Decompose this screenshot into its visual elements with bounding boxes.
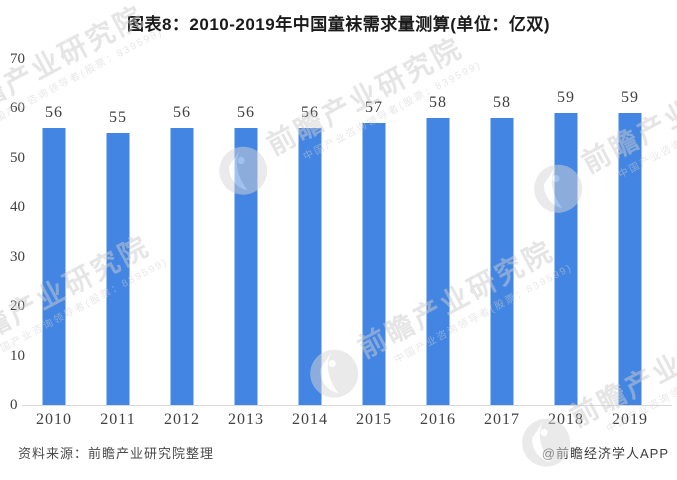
x-tick-label: 2014 — [292, 411, 328, 428]
chart-title: 图表8：2010-2019年中国童袜需求量测算(单位：亿双) — [126, 15, 551, 34]
y-tick-label: 0 — [10, 397, 18, 413]
x-tick-label: 2018 — [548, 411, 584, 428]
y-tick-label: 40 — [10, 199, 25, 216]
bar-value-label: 56 — [173, 104, 191, 122]
x-tick-label: 2011 — [100, 411, 136, 428]
app-credit: @前瞻经济学人APP — [541, 446, 669, 461]
bar-2017 — [490, 118, 514, 405]
bar-value-label: 56 — [237, 104, 255, 122]
y-tick-label: 30 — [10, 248, 25, 265]
x-tick-label: 2016 — [420, 411, 456, 428]
bar-value-label: 58 — [493, 94, 511, 112]
bar-2012 — [170, 128, 194, 405]
bar-value-label: 59 — [557, 89, 575, 107]
bar-2018 — [554, 113, 578, 405]
bar-value-label: 55 — [109, 109, 127, 127]
bar-cell: 58 — [470, 59, 534, 405]
y-tick-label: 10 — [10, 347, 25, 364]
x-axis-labels: 2010 2011 2012 2013 2014 2015 2016 2017 2018 2019 — [22, 411, 662, 429]
source-note: 资料来源：前瞻产业研究院整理 — [18, 446, 215, 461]
y-tick-label: 60 — [10, 100, 25, 117]
y-tick-label: 20 — [10, 298, 25, 315]
bar-2010 — [42, 128, 66, 405]
x-tick-label: 2019 — [612, 411, 648, 428]
bar-2015 — [362, 123, 386, 405]
bar-cell: 56 — [150, 59, 214, 405]
x-tick-label: 2010 — [36, 411, 72, 428]
bar-value-label: 57 — [365, 99, 383, 117]
bar-cell: 57 — [342, 59, 406, 405]
bar-2011 — [106, 133, 130, 405]
bar-cell: 55 — [86, 59, 150, 405]
bar-cell: 59 — [598, 59, 662, 405]
y-tick-label: 50 — [10, 149, 25, 166]
bar-2019 — [618, 113, 642, 405]
bar-2013 — [234, 128, 258, 405]
bar-cell: 56 — [214, 59, 278, 405]
y-tick-label: 70 — [10, 51, 25, 67]
bar-value-label: 58 — [429, 94, 447, 112]
x-tick-label: 2013 — [228, 411, 264, 428]
bar-value-label: 56 — [301, 104, 319, 122]
bar-2016 — [426, 118, 450, 405]
bar-value-label: 59 — [621, 89, 639, 107]
x-tick-label: 2017 — [484, 411, 520, 428]
bar-cell: 56 — [278, 59, 342, 405]
bar-value-label: 56 — [45, 104, 63, 122]
bar-2014 — [298, 128, 322, 405]
bar-cell: 59 — [534, 59, 598, 405]
bar-cell: 56 — [22, 59, 86, 405]
bar-cell: 58 — [406, 59, 470, 405]
x-tick-label: 2015 — [356, 411, 392, 428]
plot-area: 56 55 56 56 56 57 58 58 59 59 — [22, 59, 662, 405]
x-axis-line — [22, 405, 672, 406]
x-tick-label: 2012 — [164, 411, 200, 428]
